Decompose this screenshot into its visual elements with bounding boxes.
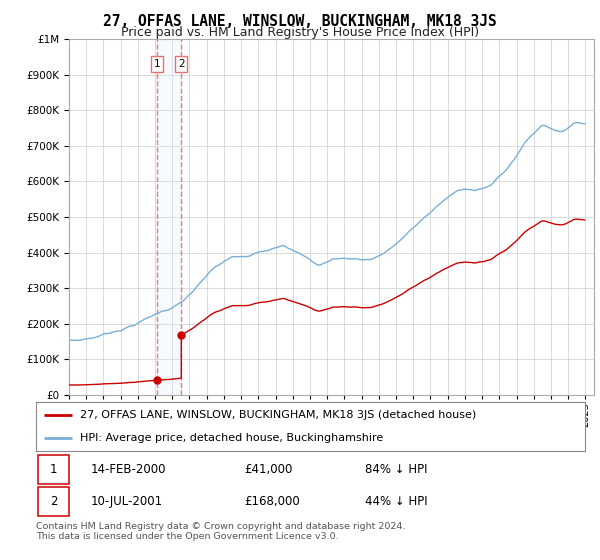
Text: 2: 2: [178, 59, 185, 69]
Text: 1: 1: [50, 463, 58, 476]
FancyBboxPatch shape: [38, 487, 70, 516]
Text: 14-FEB-2000: 14-FEB-2000: [91, 463, 166, 476]
Text: 1: 1: [154, 59, 161, 69]
Text: HPI: Average price, detached house, Buckinghamshire: HPI: Average price, detached house, Buck…: [80, 433, 383, 444]
Text: 27, OFFAS LANE, WINSLOW, BUCKINGHAM, MK18 3JS: 27, OFFAS LANE, WINSLOW, BUCKINGHAM, MK1…: [103, 14, 497, 29]
Text: £41,000: £41,000: [245, 463, 293, 476]
Text: Contains HM Land Registry data © Crown copyright and database right 2024.
This d: Contains HM Land Registry data © Crown c…: [36, 522, 406, 542]
Text: 44% ↓ HPI: 44% ↓ HPI: [365, 496, 428, 508]
Text: 84% ↓ HPI: 84% ↓ HPI: [365, 463, 428, 476]
Text: Price paid vs. HM Land Registry's House Price Index (HPI): Price paid vs. HM Land Registry's House …: [121, 26, 479, 39]
FancyBboxPatch shape: [38, 455, 70, 484]
Text: 27, OFFAS LANE, WINSLOW, BUCKINGHAM, MK18 3JS (detached house): 27, OFFAS LANE, WINSLOW, BUCKINGHAM, MK1…: [80, 410, 476, 420]
Text: 2: 2: [50, 496, 58, 508]
Bar: [157, 39, 181, 395]
Text: £168,000: £168,000: [245, 496, 301, 508]
Text: 10-JUL-2001: 10-JUL-2001: [91, 496, 163, 508]
